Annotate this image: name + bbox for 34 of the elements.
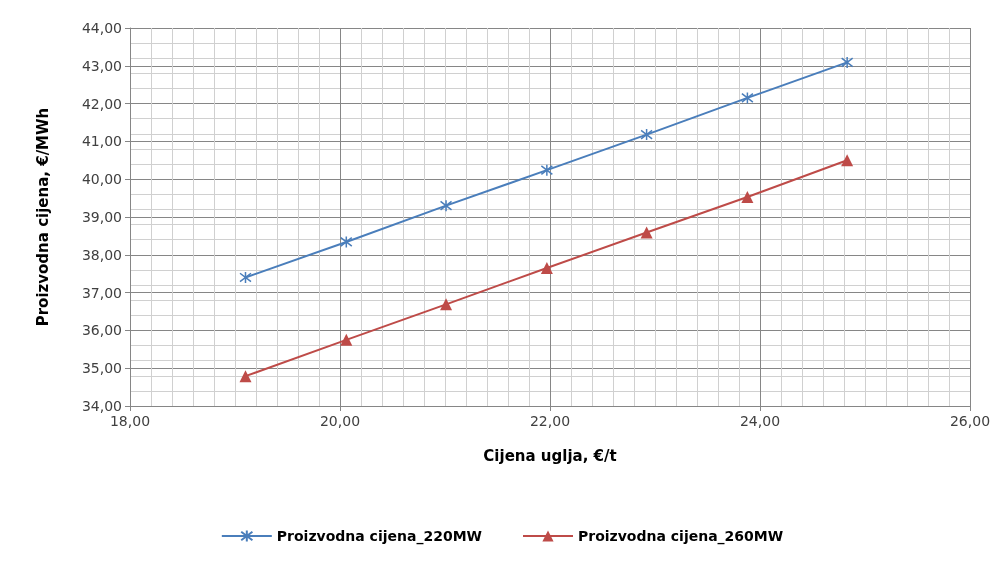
point xyxy=(439,199,453,212)
y-tick-label: 41,00 xyxy=(81,133,122,150)
point xyxy=(741,91,754,105)
legend-label: Proizvodna cijena_260MW xyxy=(578,528,784,545)
y-tick-label: 38,00 xyxy=(81,246,122,263)
point xyxy=(841,154,854,167)
point xyxy=(440,298,453,311)
x-tick-label: 20,00 xyxy=(319,413,361,429)
point xyxy=(239,271,252,284)
y-tick-label: 34,00 xyxy=(81,398,122,414)
y-tick-label: 36,00 xyxy=(81,322,122,339)
point xyxy=(741,190,754,203)
point xyxy=(540,163,554,177)
y-tick-label: 39,00 xyxy=(81,209,122,225)
x-tick-label: 18,00 xyxy=(109,413,151,429)
y-tick-label: 43,00 xyxy=(81,57,122,74)
x-tick-label: 26,00 xyxy=(949,413,991,429)
point xyxy=(340,333,353,346)
point xyxy=(540,262,553,275)
point xyxy=(239,370,252,383)
y-axis-title: Proizvodna cijena, €/MWh xyxy=(33,107,52,327)
point xyxy=(840,56,854,69)
x-axis-title: Cijena uglja, €/t xyxy=(483,446,617,465)
point xyxy=(340,235,353,249)
point xyxy=(640,226,653,239)
x-tick-label: 24,00 xyxy=(739,413,781,429)
point xyxy=(640,128,653,141)
y-tick-label: 42,00 xyxy=(81,95,122,112)
y-tick-label: 44,00 xyxy=(81,20,122,36)
y-tick-label: 40,00 xyxy=(81,171,122,188)
y-tick-label: 35,00 xyxy=(81,360,122,377)
y-tick-label: 37,00 xyxy=(81,284,122,301)
x-tick-label: 22,00 xyxy=(529,413,571,429)
legend-label: Proizvodna cijena_220MW xyxy=(276,528,482,545)
